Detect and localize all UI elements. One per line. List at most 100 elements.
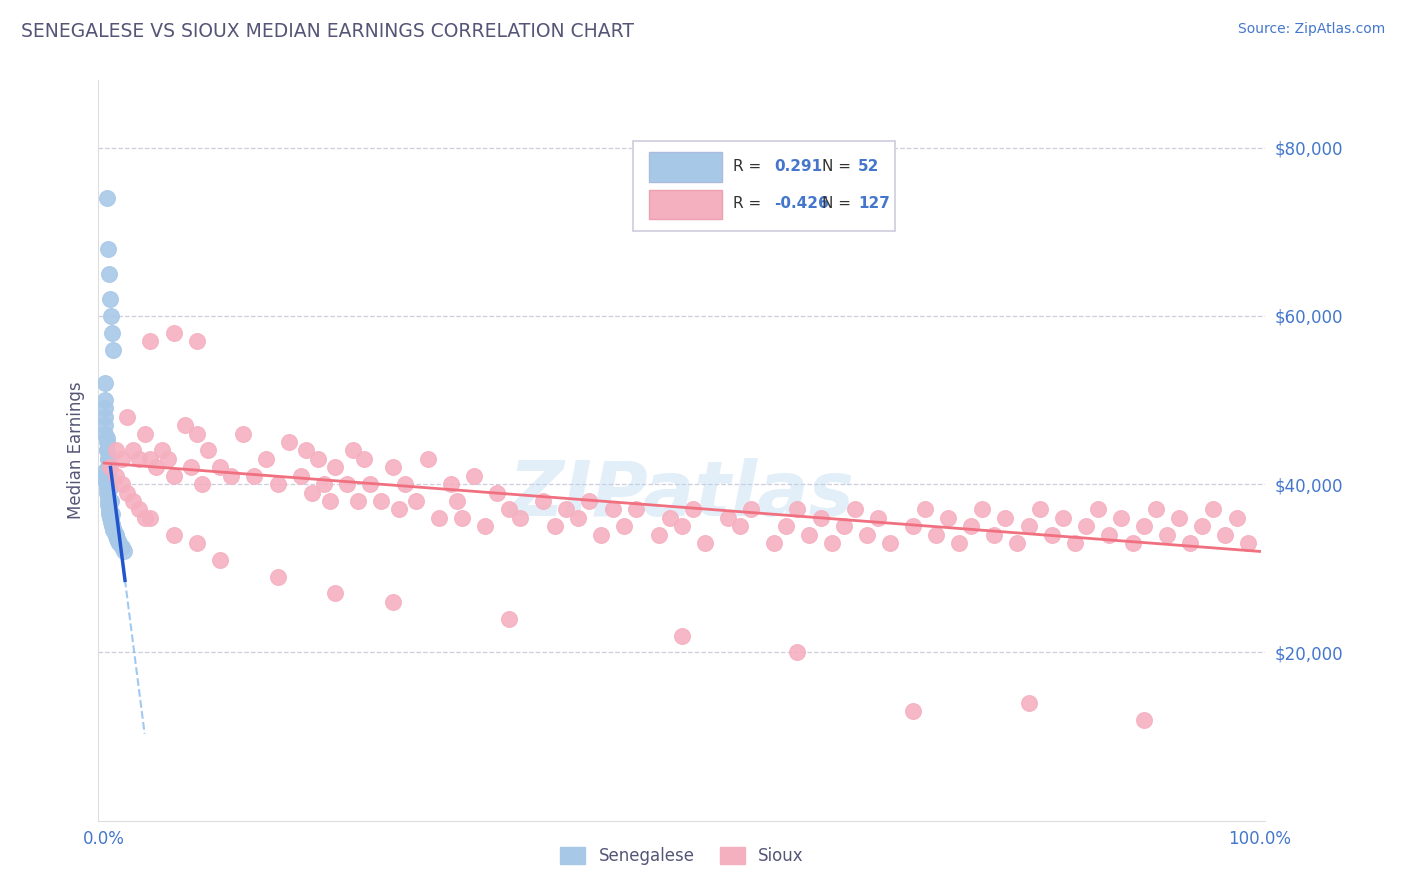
Point [295, 443, 318, 458]
Point [117, 485, 139, 500]
Point [648, 527, 671, 541]
Point [1191, 519, 1213, 533]
Point [122, 494, 145, 508]
Point [440, 477, 463, 491]
Point [98, 510, 121, 524]
Point [474, 519, 496, 533]
Point [191, 477, 214, 491]
Point [336, 477, 359, 491]
Point [1098, 527, 1121, 541]
Point [855, 527, 877, 541]
Point [94, 409, 117, 424]
Point [110, 477, 132, 491]
Point [509, 510, 531, 524]
Point [682, 502, 704, 516]
Point [901, 704, 924, 718]
Point [717, 510, 740, 524]
Point [307, 451, 329, 466]
Point [104, 468, 127, 483]
Text: 52: 52 [858, 159, 880, 174]
Text: SENEGALESE VS SIOUX MEDIAN EARNINGS CORRELATION CHART: SENEGALESE VS SIOUX MEDIAN EARNINGS CORR… [21, 22, 634, 41]
Point [232, 426, 254, 441]
Point [370, 494, 392, 508]
Point [139, 510, 162, 524]
Point [1121, 536, 1143, 550]
Point [94, 473, 117, 487]
Point [156, 451, 179, 466]
Point [446, 494, 468, 508]
Point [1167, 510, 1189, 524]
Point [104, 525, 127, 540]
Point [353, 451, 375, 466]
Point [972, 502, 994, 516]
Point [498, 612, 520, 626]
Point [382, 460, 405, 475]
Point [1180, 536, 1202, 550]
Point [323, 460, 346, 475]
Point [427, 510, 450, 524]
Point [98, 460, 121, 475]
Point [1018, 519, 1040, 533]
Point [96, 485, 118, 500]
Point [197, 443, 219, 458]
Point [728, 519, 751, 533]
Point [1133, 519, 1156, 533]
Point [186, 426, 208, 441]
Point [101, 507, 124, 521]
Point [97, 267, 120, 281]
Point [278, 435, 301, 450]
Point [134, 510, 156, 524]
Point [100, 515, 122, 529]
Point [1018, 696, 1040, 710]
Point [879, 536, 901, 550]
Point [94, 401, 117, 416]
Point [186, 536, 208, 550]
Point [97, 507, 120, 521]
Text: 0.291: 0.291 [775, 159, 823, 174]
Point [97, 498, 120, 512]
Point [786, 502, 808, 516]
Point [266, 477, 288, 491]
Point [112, 544, 135, 558]
Point [1144, 502, 1167, 516]
Point [405, 494, 427, 508]
Point [98, 481, 121, 495]
Point [96, 443, 118, 458]
Point [671, 519, 693, 533]
Point [671, 628, 693, 642]
Point [208, 553, 231, 567]
Point [763, 536, 786, 550]
Point [740, 502, 762, 516]
Point [104, 443, 127, 458]
Point [388, 502, 411, 516]
Point [613, 519, 636, 533]
Point [101, 326, 124, 340]
Point [162, 468, 184, 483]
Point [868, 510, 890, 524]
Point [174, 418, 197, 433]
Point [94, 376, 117, 391]
Point [301, 485, 323, 500]
Bar [650, 190, 723, 219]
Point [451, 510, 474, 524]
Point [97, 460, 120, 475]
Point [810, 510, 832, 524]
Text: N =: N = [821, 159, 851, 174]
Point [347, 494, 370, 508]
Point [925, 527, 948, 541]
Point [107, 534, 129, 549]
Point [128, 502, 150, 516]
Point [323, 586, 346, 600]
Point [1076, 519, 1098, 533]
Point [555, 502, 578, 516]
Point [103, 524, 125, 538]
Point [1087, 502, 1109, 516]
Point [110, 451, 132, 466]
Point [94, 468, 117, 483]
Point [786, 645, 808, 659]
Point [150, 443, 173, 458]
Point [486, 485, 509, 500]
Point [936, 510, 959, 524]
Point [342, 443, 364, 458]
Legend: Senegalese, Sioux: Senegalese, Sioux [554, 840, 810, 871]
